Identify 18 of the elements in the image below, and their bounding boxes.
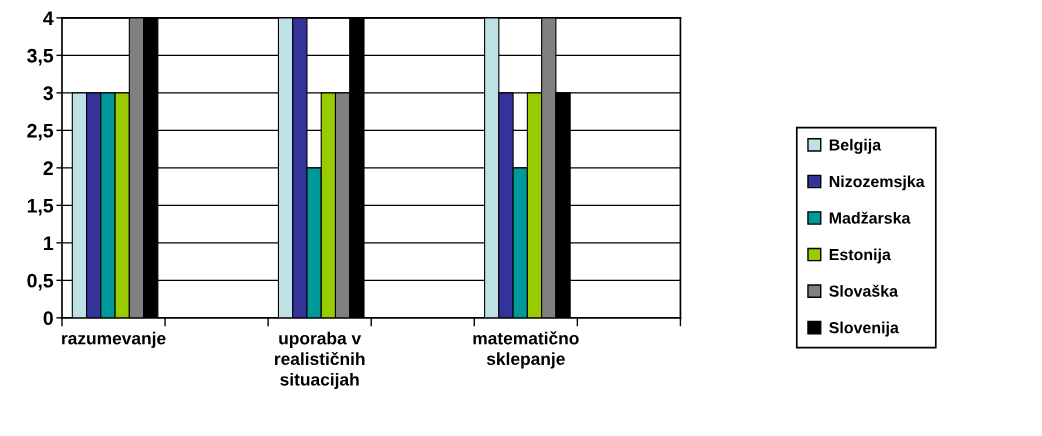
y-tick-label: 0,5 bbox=[27, 273, 54, 291]
y-tick-label: 0 bbox=[43, 311, 53, 326]
legend-label: Estonija bbox=[829, 248, 891, 264]
legend-label: Madžarska bbox=[829, 211, 911, 224]
legend-label: Belgija bbox=[829, 138, 882, 154]
x-tick-label: uporaba v realističnih situacijah bbox=[274, 331, 365, 390]
legend-label: Nizozemsjka bbox=[829, 175, 925, 191]
x-tick-label: matematično sklepanje bbox=[473, 331, 579, 369]
y-tick-label: 3 bbox=[43, 86, 53, 101]
y-tick-label: 4 bbox=[43, 11, 54, 25]
y-tick-label: 3,5 bbox=[27, 48, 54, 66]
legend-label: Slovaška bbox=[829, 284, 899, 297]
y-tick-label: 2 bbox=[43, 161, 53, 175]
y-tick-label: 2,5 bbox=[27, 123, 54, 141]
y-tick-label: 1 bbox=[44, 236, 54, 250]
x-tick-label: razumevanje bbox=[62, 331, 166, 348]
legend-label: Slovenija bbox=[829, 321, 899, 337]
y-tick-label: 1,5 bbox=[27, 199, 54, 216]
